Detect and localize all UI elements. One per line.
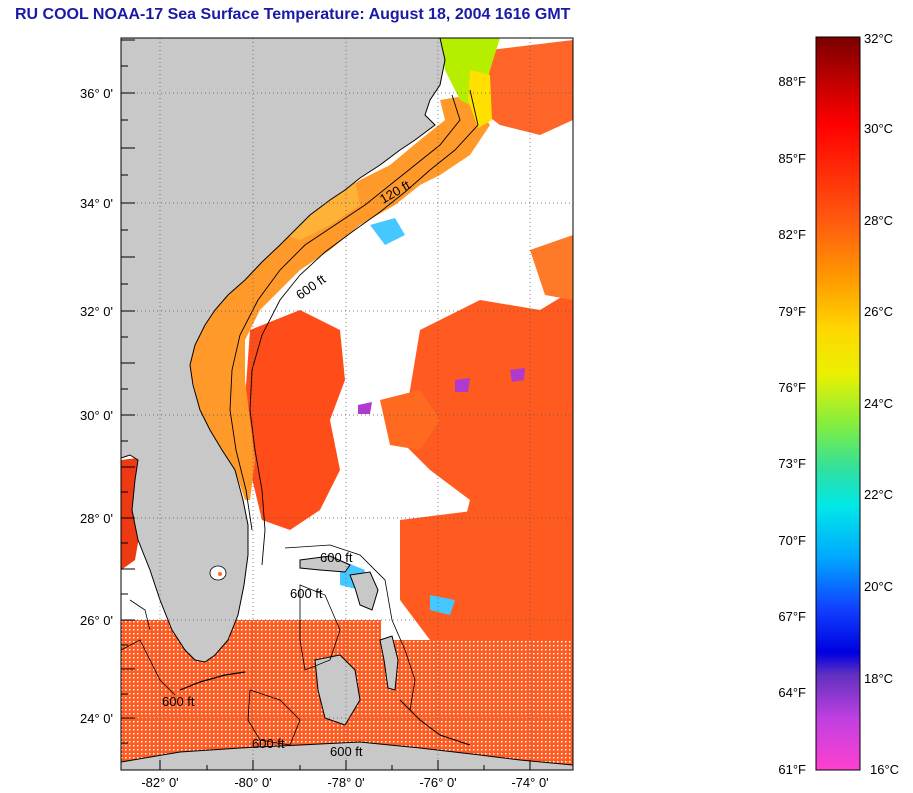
lat-label: 32° 0' <box>80 304 113 319</box>
land-andros <box>314 654 361 726</box>
lon-ticks <box>159 760 531 770</box>
isobath-label: 600 ft <box>252 736 285 751</box>
isobath-label: 600 ft <box>162 694 195 709</box>
isobath-label: 600 ft <box>320 550 353 565</box>
isobath-label: 600 ft <box>290 586 323 601</box>
isobath-120ft <box>229 94 461 531</box>
land-grand-bahama <box>299 555 351 573</box>
land-eleuthera <box>379 635 399 691</box>
isobath-bahamas <box>247 544 416 746</box>
sst-warm-patch-mid <box>380 390 440 450</box>
lon-label: -82° 0' <box>141 775 178 790</box>
isobath-label: 600 ft <box>330 744 363 759</box>
land-florida-keys <box>179 671 246 691</box>
lat-label: 28° 0' <box>80 511 113 526</box>
sst-warm-north-offshore <box>470 40 573 135</box>
lat-label: 24° 0' <box>80 711 113 726</box>
lon-label: -80° 0' <box>234 775 271 790</box>
sst-shelf-band <box>190 95 490 500</box>
lat-label: 30° 0' <box>80 408 113 423</box>
isobath-gulf <box>121 599 176 696</box>
lat-ticks <box>121 39 135 744</box>
sst-inner-shelf <box>285 180 360 240</box>
lake-okeechobee <box>209 565 227 581</box>
page-title: RU COOL NOAA-17 Sea Surface Temperature:… <box>15 6 571 23</box>
sst-warm-east-band <box>530 235 573 300</box>
lat-label: 34° 0' <box>80 196 113 211</box>
land-cuba <box>121 741 573 770</box>
isobath-600ft <box>249 89 479 566</box>
lake-warm-pixel <box>218 572 222 576</box>
land-abaco <box>349 571 379 611</box>
lat-label: 26° 0' <box>80 613 113 628</box>
sst-cool-yellow <box>468 70 492 128</box>
lat-label: 36° 0' <box>80 86 113 101</box>
lon-label: -76° 0' <box>419 775 456 790</box>
lon-label: -78° 0' <box>327 775 364 790</box>
map-frame <box>120 37 574 771</box>
lon-label: -74° 0' <box>511 775 548 790</box>
land-us-southeast <box>121 38 446 663</box>
graticule <box>121 38 573 770</box>
sst-warm-gulf-stream <box>245 310 345 530</box>
